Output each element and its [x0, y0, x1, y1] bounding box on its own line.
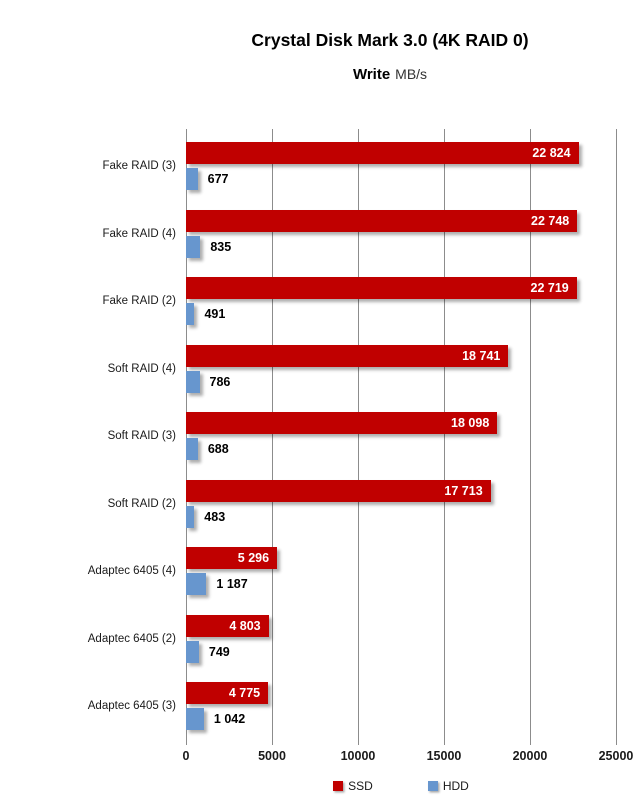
ssd-value-label: 18 741 [462, 348, 501, 363]
bar-group: 22 748 835 [186, 197, 616, 265]
legend: SSD HDD [186, 779, 616, 793]
hdd-bar: 483 [186, 505, 225, 528]
gridline [272, 129, 273, 745]
hdd-legend-swatch-icon [427, 781, 438, 791]
gridline [358, 129, 359, 745]
hdd-value-label: 483 [204, 509, 226, 524]
chart-subtitle: Write MB/s [130, 66, 640, 84]
ssd-bar: 22 748 [186, 209, 578, 232]
gridline [444, 129, 445, 745]
legend-entry-hdd: HDD [427, 779, 469, 793]
ssd-bar: 22 824 [186, 142, 579, 164]
gridline [186, 129, 187, 745]
ssd-value-label: 22 748 [531, 213, 570, 228]
bar-group: 17 713 483 [186, 467, 616, 535]
bar-group: 22 719 491 [186, 264, 616, 332]
ssd-bar: 4 803 [186, 614, 269, 637]
bar-group: 18 098 688 [186, 399, 616, 467]
chart-title: Crystal Disk Mark 3.0 (4K RAID 0) [251, 30, 529, 50]
hdd-value-label: 688 [207, 442, 229, 457]
plot-area: 22 824 677 22 748 835 22 719 491 18 741 786 18 0… [186, 129, 617, 745]
ssd-bar: 5 296 [186, 547, 278, 570]
category-label: Fake RAID (2) [102, 295, 177, 308]
bar-group: 22 824 677 [186, 129, 616, 197]
hdd-bar: 1 187 [186, 573, 248, 596]
bar-group: 18 741 786 [186, 332, 616, 400]
x-tick-label: 0 [182, 749, 190, 763]
ssd-bar: 22 719 [186, 277, 577, 300]
category-label: Fake RAID (4) [102, 227, 177, 240]
gridline [616, 129, 617, 745]
category-label: Soft RAID (3) [107, 430, 176, 443]
ssd-value-label: 18 098 [451, 416, 490, 431]
value-axis: 0 5000 10000 15000 20000 25000 [183, 749, 634, 765]
hdd-bar: 688 [186, 438, 229, 461]
ssd-value-label: 22 824 [532, 146, 571, 160]
hdd-bar: 835 [186, 235, 231, 258]
subtitle-metric: Write [352, 66, 391, 83]
hdd-value-label: 786 [209, 374, 231, 389]
x-tick-label: 25000 [598, 749, 634, 763]
ssd-value-label: 5 296 [237, 551, 270, 566]
ssd-bar: 18 098 [186, 412, 498, 435]
x-tick-label: 15000 [426, 749, 462, 763]
category-axis: Fake RAID (3) Fake RAID (4) Fake RAID (2) S… [40, 129, 176, 737]
hdd-value-label: 749 [208, 644, 230, 659]
category-label: Adaptec 6405 (4) [87, 565, 176, 578]
hdd-bar: 786 [186, 370, 230, 393]
ssd-value-label: 4 803 [229, 618, 261, 633]
ssd-bar: 18 741 [186, 344, 509, 367]
subtitle-unit: MB/s [395, 66, 428, 82]
gridline [530, 129, 531, 745]
bar-group: 4 775 1 042 [186, 669, 616, 737]
hdd-bar: 491 [186, 303, 225, 326]
hdd-bar: 1 042 [186, 708, 245, 731]
bar-group: 4 803 749 [186, 602, 616, 670]
hdd-bar: 749 [186, 640, 230, 663]
x-tick-label: 10000 [340, 749, 376, 763]
ssd-value-label: 4 775 [228, 686, 261, 701]
ssd-bar: 17 713 [186, 479, 491, 502]
hdd-value-label: 1 187 [216, 577, 248, 592]
ssd-value-label: 22 719 [530, 281, 569, 296]
legend-entry-ssd: SSD [333, 779, 373, 793]
category-label: Soft RAID (4) [107, 362, 176, 375]
ssd-bar: 4 775 [186, 682, 269, 705]
hdd-value-label: 1 042 [213, 712, 246, 727]
legend-label: HDD [442, 779, 469, 793]
hdd-value-label: 491 [204, 307, 226, 322]
ssd-value-label: 17 713 [444, 483, 483, 498]
ssd-legend-swatch-icon [333, 781, 344, 791]
category-label: Adaptec 6405 (2) [87, 632, 176, 645]
bar-group: 5 296 1 187 [186, 534, 616, 602]
category-label: Soft RAID (2) [107, 497, 176, 510]
x-tick-label: 20000 [512, 749, 548, 763]
hdd-value-label: 677 [207, 172, 229, 186]
legend-label: SSD [348, 779, 373, 793]
category-label: Fake RAID (3) [102, 160, 177, 172]
hdd-bar: 677 [186, 168, 229, 190]
x-tick-label: 5000 [258, 749, 286, 763]
category-label: Adaptec 6405 (3) [87, 700, 176, 713]
hdd-value-label: 835 [210, 239, 232, 254]
